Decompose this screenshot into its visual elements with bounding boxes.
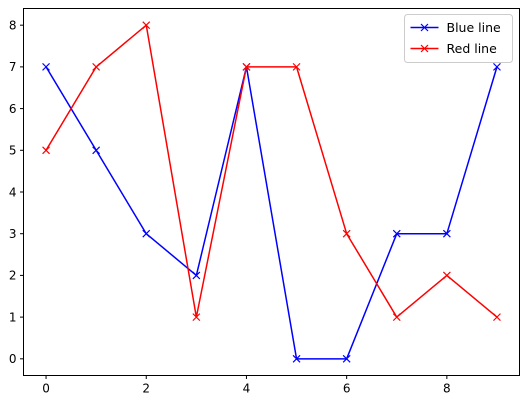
y-tick-label: 6 <box>9 102 17 116</box>
x-tick-label: 8 <box>443 382 451 396</box>
x-tick-label: 6 <box>343 382 351 396</box>
red-line-point <box>242 62 251 71</box>
red-line-point <box>442 271 451 280</box>
blue-line-point <box>192 271 201 280</box>
blue-line-point <box>142 229 151 238</box>
blue-line-point <box>442 229 451 238</box>
y-tick-label: 1 <box>9 310 17 324</box>
y-tick-label: 8 <box>9 18 17 32</box>
legend-item-red-line: Red line <box>410 41 498 56</box>
legend-label-blue-line: Blue line <box>447 20 502 35</box>
red-line-point <box>92 62 101 71</box>
red-line-point <box>192 313 201 322</box>
legend: Blue line Red line <box>404 14 513 63</box>
x-tick-label: 2 <box>142 382 150 396</box>
y-tick-label: 4 <box>9 185 17 199</box>
red-line-path <box>45 24 498 318</box>
blue-line-point <box>392 229 401 238</box>
blue-line-point <box>493 62 501 71</box>
legend-box <box>404 14 513 63</box>
y-tick-label: 0 <box>9 352 17 366</box>
red-line-point <box>342 229 351 238</box>
plot-area <box>23 8 520 376</box>
blue-line-point <box>292 354 301 363</box>
blue-line-point <box>342 354 351 363</box>
red-line-point <box>292 62 301 71</box>
y-tick-label: 5 <box>9 144 17 158</box>
y-tick-label: 7 <box>9 60 17 74</box>
x-axis: 0 2 4 6 8 <box>42 375 451 396</box>
x-tick-label: 0 <box>42 382 50 396</box>
red-line-point <box>142 21 151 30</box>
blue-line-path <box>45 66 498 360</box>
y-tick-label: 3 <box>9 227 17 241</box>
legend-label-red-line: Red line <box>447 41 498 56</box>
series-layer <box>42 21 501 363</box>
blue-line-point <box>42 62 50 71</box>
x-tick-label: 4 <box>243 382 251 396</box>
legend-marker-blue-line <box>420 23 429 32</box>
legend-item-blue-line: Blue line <box>410 20 502 35</box>
series-red-line <box>42 21 501 322</box>
red-line-point <box>493 313 501 322</box>
y-tick-label: 2 <box>9 269 17 283</box>
blue-line-point <box>92 146 101 155</box>
legend-marker-red-line <box>420 44 429 53</box>
red-line-point <box>42 146 50 155</box>
y-axis: 0 1 2 3 4 5 6 7 8 <box>9 18 24 366</box>
red-line-point <box>392 313 401 322</box>
